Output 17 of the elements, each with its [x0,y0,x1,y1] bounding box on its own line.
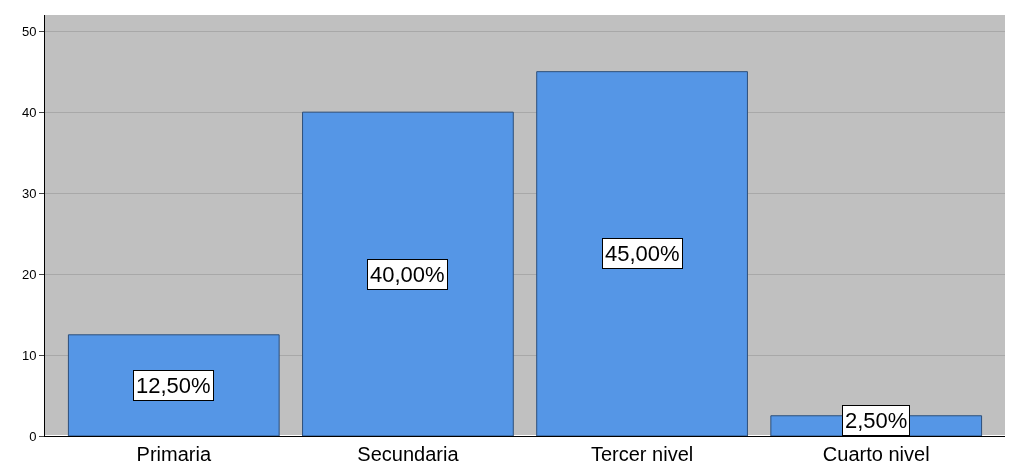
x-tick-label: Primaria [136,443,212,465]
y-tick-label: 50 [21,23,37,39]
data-label: 12,50% [136,373,211,398]
bar [536,71,748,436]
data-label: 45,00% [605,241,680,266]
bar [302,111,514,436]
y-tick-label: 20 [21,266,37,282]
data-label: 2,50% [845,408,908,433]
x-tick-label: Cuarto nivel [822,443,930,465]
y-tick-label: 30 [21,185,37,201]
x-tick-label: Secundaria [357,443,460,465]
x-tick-label: Tercer nivel [590,443,694,465]
data-label: 40,00% [370,262,445,287]
y-tick-label: 40 [21,104,37,120]
y-tick-label: 0 [29,428,37,444]
y-tick-label: 10 [21,347,37,363]
bar [67,334,280,436]
